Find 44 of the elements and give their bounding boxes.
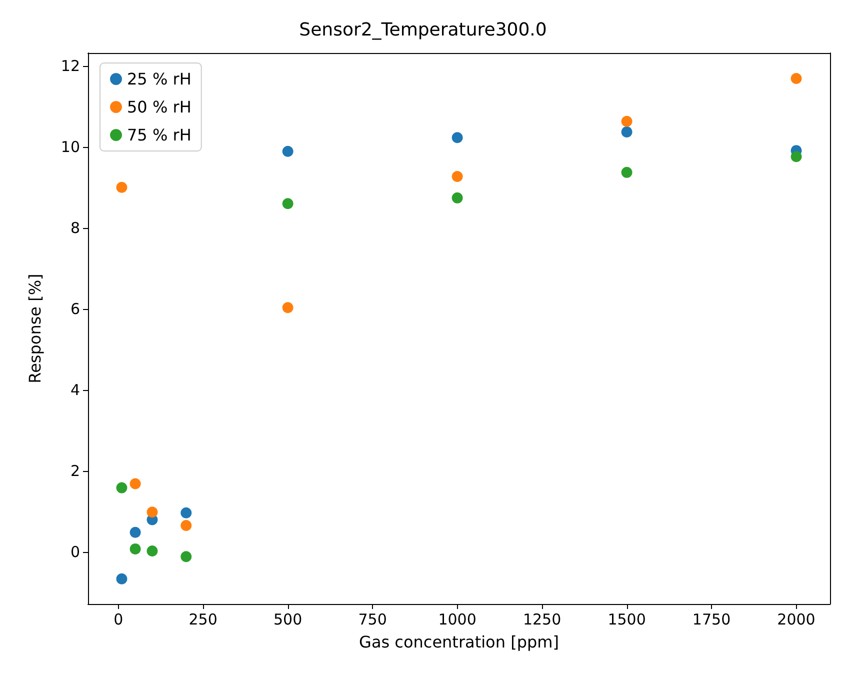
legend-label: 75 % rH — [127, 126, 192, 144]
y-axis-title: Response [%] — [26, 274, 44, 384]
point — [130, 543, 141, 554]
legend-label: 25 % rH — [127, 70, 192, 88]
x-tick-label: 0 — [114, 610, 124, 628]
point — [621, 126, 632, 138]
y-tick-label: 4 — [70, 380, 80, 399]
point — [146, 545, 158, 556]
x-axis-title: Gas concentration [ppm] — [359, 632, 559, 652]
y-tick-label: 2 — [70, 462, 80, 480]
point — [452, 192, 463, 204]
point — [180, 520, 192, 531]
point — [790, 73, 802, 84]
point — [282, 302, 294, 314]
x-tick-label: 1500 — [608, 610, 646, 628]
point — [452, 170, 463, 182]
y-tick-label: 6 — [70, 300, 80, 318]
point — [282, 146, 294, 157]
legend-label: 50 % rH — [127, 98, 192, 116]
x-tick-label: 500 — [274, 610, 302, 628]
point — [790, 151, 802, 162]
chart-title: Sensor2_Temperature300.0 — [299, 20, 547, 40]
point — [452, 132, 463, 144]
x-tick-label: 750 — [358, 610, 387, 628]
point — [180, 551, 192, 562]
x-tick-label: 1750 — [692, 610, 731, 628]
point — [621, 116, 632, 127]
y-tick-label: 10 — [60, 138, 80, 156]
point — [116, 482, 128, 494]
y-tick-label: 0 — [70, 542, 80, 561]
point — [621, 166, 632, 178]
point — [130, 526, 141, 538]
point — [116, 573, 128, 584]
point — [130, 478, 141, 490]
y-tick-label: 8 — [70, 218, 80, 237]
point — [116, 182, 128, 193]
x-tick-label: 1250 — [522, 610, 562, 628]
x-tick-label: 2000 — [777, 610, 816, 628]
point — [282, 198, 294, 210]
x-tick-label: 250 — [188, 610, 218, 628]
x-tick-label: 1000 — [438, 610, 476, 628]
point — [180, 507, 192, 518]
y-tick-label: 12 — [60, 56, 80, 75]
point — [146, 506, 158, 518]
